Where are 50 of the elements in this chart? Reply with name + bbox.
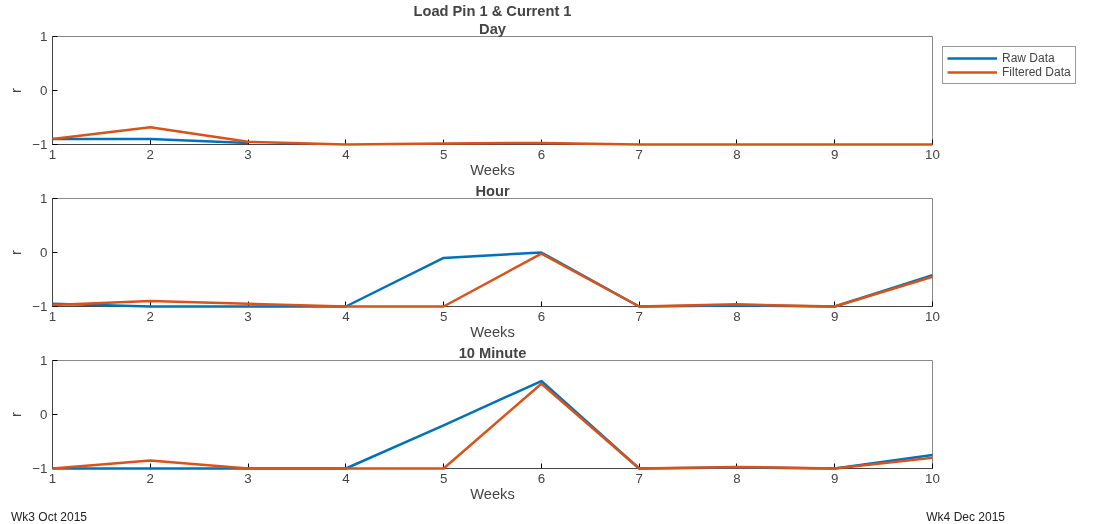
x-tick-label: 6 bbox=[537, 308, 546, 324]
x-tick-label: 4 bbox=[342, 146, 351, 162]
x-tick-label: 7 bbox=[635, 470, 643, 486]
y-axis-title: r bbox=[8, 249, 25, 255]
y-tick-label: 1 bbox=[40, 29, 48, 44]
legend-label: Raw Data bbox=[1002, 51, 1055, 65]
x-tick-label: 3 bbox=[244, 146, 252, 162]
text: Wk4 Dec 2015 bbox=[926, 509, 1005, 524]
x-tick-label: 5 bbox=[439, 146, 448, 162]
x-tick-label: 8 bbox=[733, 146, 741, 162]
x-axis-title: Weeks bbox=[470, 323, 515, 340]
y-tick-label: 0 bbox=[40, 407, 48, 422]
x-tick-label: 5 bbox=[439, 470, 448, 486]
x-tick-label: 10 bbox=[925, 146, 940, 162]
y-axis-title: r bbox=[8, 87, 25, 93]
y-tick-label: 1 bbox=[40, 191, 48, 206]
y-tick-label: 0 bbox=[40, 245, 48, 260]
chart-subtitle: Day bbox=[479, 20, 507, 37]
y-tick-label: 1 bbox=[40, 353, 48, 368]
y-tick-label: 0 bbox=[40, 83, 48, 98]
x-tick-label: 2 bbox=[146, 146, 154, 162]
text: Wk3 Oct 2015 bbox=[11, 509, 88, 524]
y-tick-label: −1 bbox=[32, 137, 48, 152]
chart-title: Load Pin 1 & Current 1 bbox=[413, 2, 572, 19]
y-tick-label: −1 bbox=[32, 299, 48, 314]
x-tick-label: 6 bbox=[537, 146, 546, 162]
x-tick-label: 4 bbox=[342, 308, 351, 324]
x-tick-label: 2 bbox=[146, 470, 154, 486]
legend-label: Filtered Data bbox=[1002, 65, 1071, 79]
x-tick-label: 10 bbox=[925, 308, 940, 324]
chart-title: 10 Minute bbox=[458, 344, 527, 361]
x-tick-label: 4 bbox=[342, 470, 351, 486]
y-tick-label: −1 bbox=[32, 461, 48, 476]
x-tick-label: 6 bbox=[537, 470, 546, 486]
x-tick-label: 8 bbox=[733, 470, 741, 486]
x-tick-label: 3 bbox=[244, 470, 252, 486]
x-tick-label: 8 bbox=[733, 308, 741, 324]
x-tick-label: 2 bbox=[146, 308, 154, 324]
x-tick-label: 7 bbox=[635, 308, 643, 324]
x-tick-label: 3 bbox=[244, 308, 252, 324]
x-tick-label: 9 bbox=[831, 308, 839, 324]
x-axis-title: Weeks bbox=[470, 161, 515, 178]
x-tick-label: 7 bbox=[635, 146, 643, 162]
chart-title: Hour bbox=[475, 182, 510, 199]
y-axis-title: r bbox=[8, 411, 25, 417]
x-tick-label: 9 bbox=[831, 470, 839, 486]
x-axis-title: Weeks bbox=[470, 485, 515, 502]
x-tick-label: 9 bbox=[831, 146, 839, 162]
x-tick-label: 5 bbox=[439, 308, 448, 324]
x-tick-label: 10 bbox=[925, 470, 940, 486]
